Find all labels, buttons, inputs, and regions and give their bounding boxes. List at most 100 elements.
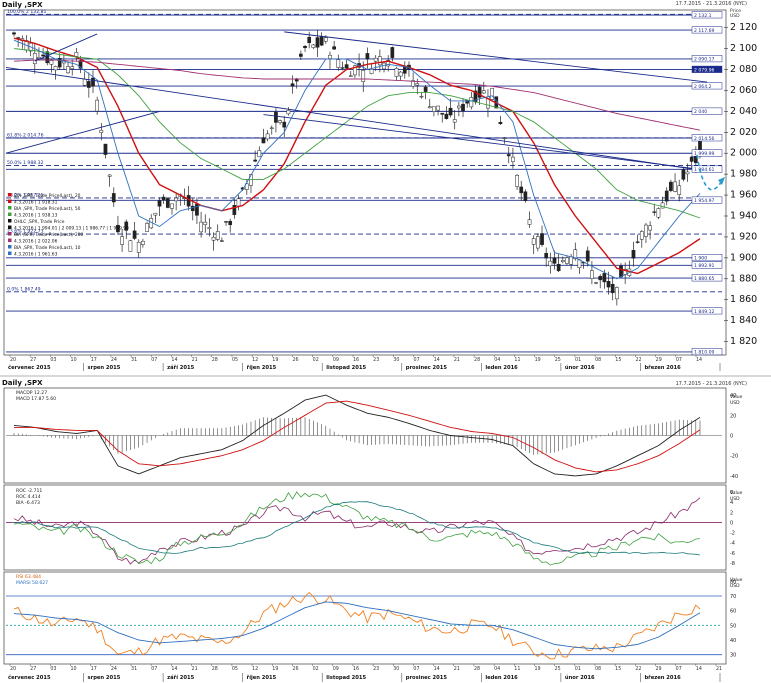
ohlc-body xyxy=(153,212,158,216)
macd-line xyxy=(13,394,701,477)
price-tick-label: 2 100 xyxy=(730,43,757,54)
rsi-legend-entry: RSI 63.484 xyxy=(16,574,41,580)
roc-axis-label: -6 xyxy=(730,551,735,557)
ohlc-body xyxy=(161,196,166,201)
x-tick-label: 22 xyxy=(635,357,641,363)
rsi-axis-currency: USD xyxy=(730,583,740,589)
rsi-legend-entry: MARSI 58.627 xyxy=(16,580,48,586)
ohlc-body xyxy=(660,202,665,209)
moving-average-line xyxy=(13,59,701,131)
ohlc-body xyxy=(49,60,54,65)
ohlc-body xyxy=(469,97,474,108)
legend-swatch xyxy=(8,251,12,255)
macd-axis-label: 20 xyxy=(730,413,736,419)
price-tags: 2 132.1 2 117.69 2 090.17 2 079.96 2 064.2 2 … xyxy=(691,11,723,356)
month-label: listopad 2015 xyxy=(326,675,366,681)
legend-entry: 4.3.2016 | 1 938.13 xyxy=(14,213,58,219)
fibonacci-label: 50.0% 1 988.32 xyxy=(7,160,44,166)
month-label: říjen 2015 xyxy=(247,674,277,681)
x-tick-label: 15 xyxy=(615,357,621,363)
x-tick-label: 16 xyxy=(353,357,359,363)
price-tag-box xyxy=(691,254,723,262)
ohlc-body xyxy=(195,203,199,216)
price-tag-box xyxy=(691,261,723,269)
x-tick-label: 27 xyxy=(30,357,36,363)
trend-lines xyxy=(5,31,708,170)
ohlc-body xyxy=(107,174,112,177)
price-tick-label: 1 860 xyxy=(730,294,757,305)
ohlc-body xyxy=(415,83,420,86)
ohlc-body xyxy=(373,57,378,62)
roc-legend-entry: BIA -6.473 xyxy=(16,500,40,506)
legend-swatch xyxy=(8,212,12,216)
ohlc-body xyxy=(220,240,224,242)
legend-swatch xyxy=(8,219,12,223)
ohlc-body xyxy=(664,190,669,202)
ohlc-body xyxy=(186,195,191,207)
legend-entry: 4.3.2016 | 1 994.01 | 2 009.13 | 1 986.7… xyxy=(14,226,129,232)
ohlc-body xyxy=(477,86,482,98)
macd-legend-entry: MACDP 12.27 xyxy=(16,390,47,396)
price-tag-label: 2 064.2 xyxy=(694,84,712,90)
fibonacci-label: 61.8% 2 014.76 xyxy=(7,132,44,138)
ohlc-body xyxy=(436,105,440,111)
price-tag-label: 2 132.1 xyxy=(694,13,712,19)
roc-axis-currency: USD xyxy=(730,496,740,502)
x-tick-label: 11 xyxy=(514,357,520,363)
ohlc-body xyxy=(639,231,644,240)
ohlc-body xyxy=(78,60,83,69)
price-tick-label: 2 040 xyxy=(730,106,757,117)
x-tick-label: 19 xyxy=(535,357,541,363)
ohlc-body xyxy=(353,65,357,76)
fibonacci-label: 100.0% 2 132.81 xyxy=(7,9,47,15)
x-tick-label: 07 xyxy=(676,357,682,363)
ohlc-body xyxy=(232,205,237,215)
month-label: prosinec 2015 xyxy=(406,675,448,681)
x-tick-label: 07 xyxy=(413,666,419,672)
ohlc-body xyxy=(253,159,257,162)
roc-axis-label: 0 xyxy=(730,520,733,526)
ohlc-body xyxy=(348,75,353,77)
ohlc-body xyxy=(37,57,41,59)
ohlc-body xyxy=(635,241,640,243)
month-label: březen 2016 xyxy=(644,674,681,681)
x-tick-label: 09 xyxy=(333,357,339,363)
main-title: Daily ,SPX xyxy=(2,1,43,9)
roc-line xyxy=(13,501,701,556)
trend-line xyxy=(284,31,708,83)
ohlc-body xyxy=(577,259,582,268)
ohlc-body xyxy=(53,66,58,71)
legend-swatch xyxy=(8,245,12,249)
rsi-panel[interactable] xyxy=(3,571,727,665)
x-tick-label: 07 xyxy=(151,357,157,363)
x-tick-label: 21 xyxy=(454,357,460,363)
ohlc-body xyxy=(190,205,195,212)
price-tick-label: 1 840 xyxy=(730,315,757,326)
legend-swatch xyxy=(8,193,12,197)
x-tick-label: 21 xyxy=(716,666,722,672)
ohlc-body xyxy=(136,241,141,253)
moving-average-line xyxy=(13,37,701,275)
x-tick-label: 04 xyxy=(494,357,500,363)
ohlc-body xyxy=(432,106,436,112)
ohlc-body xyxy=(236,198,241,207)
ohlc-body xyxy=(228,220,233,226)
ohlc-body xyxy=(548,260,553,267)
x-tick-label: 27 xyxy=(30,666,36,672)
fibonacci-labels: 100.0% 2 132.81 61.8% 2 014.76 50.0% 1 988… xyxy=(7,9,47,293)
macd-axis-label: 40 xyxy=(730,393,736,399)
x-tick-label: 07 xyxy=(151,666,157,672)
ohlc-body xyxy=(365,53,370,60)
roc-axis-label: -2 xyxy=(730,531,735,537)
ohlc-body xyxy=(606,281,611,288)
roc-panel[interactable] xyxy=(3,484,727,571)
ohlc-body xyxy=(560,260,565,263)
month-label: listopad 2015 xyxy=(326,365,366,371)
ohlc-body xyxy=(103,143,108,155)
x-tick-label: 16 xyxy=(353,666,359,672)
month-label: únor 2016 xyxy=(565,674,595,681)
legend-swatch xyxy=(8,238,12,242)
price-panel[interactable] xyxy=(3,9,727,356)
